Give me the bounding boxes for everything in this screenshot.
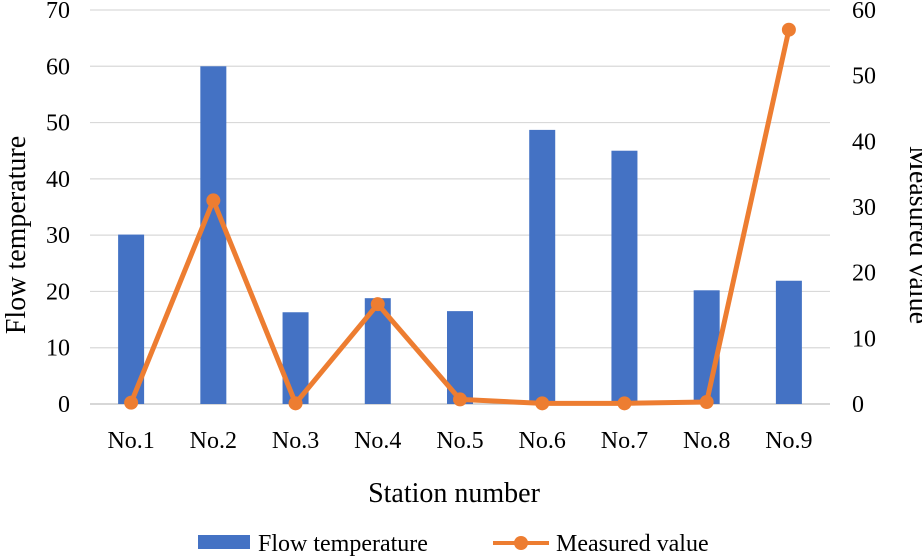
line-point xyxy=(206,193,221,208)
bar xyxy=(200,66,227,405)
legend-label-measured-value: Measured value xyxy=(556,531,709,557)
bar-series-flow-temperature xyxy=(118,66,802,405)
bar xyxy=(775,280,802,404)
y2-tick-label: 50 xyxy=(852,64,876,90)
line-point xyxy=(124,395,139,410)
y-tick-label: 70 xyxy=(46,0,70,24)
line-point xyxy=(617,396,632,411)
right-axis-ticks: 0 10 20 30 40 50 60 xyxy=(852,0,876,418)
line-point xyxy=(699,395,714,410)
line-point xyxy=(535,396,550,411)
line-point xyxy=(453,392,467,407)
y-tick-label: 30 xyxy=(46,223,70,249)
bar xyxy=(611,150,638,404)
line-series-measured-value xyxy=(124,22,796,411)
x-tick-label: No.9 xyxy=(765,428,812,454)
y2-tick-label: 10 xyxy=(852,326,876,352)
x-axis-title: Station number xyxy=(368,478,541,509)
y-tick-label: 40 xyxy=(46,167,70,193)
x-tick-label: No.6 xyxy=(519,428,566,454)
bar xyxy=(693,290,720,404)
legend: Flow temperature Measured value xyxy=(198,531,709,557)
y-axis-title: Flow temperature xyxy=(1,136,32,334)
line-point xyxy=(781,22,796,37)
x-tick-label: No.8 xyxy=(683,428,730,454)
x-tick-label: No.4 xyxy=(354,428,401,454)
y-tick-label: 10 xyxy=(46,336,70,362)
left-axis-ticks: 0 10 20 30 40 50 60 70 xyxy=(46,0,70,418)
y2-tick-label: 30 xyxy=(852,195,876,221)
x-tick-label: No.7 xyxy=(601,428,648,454)
line-point xyxy=(370,297,385,312)
bar xyxy=(529,129,556,405)
y-tick-label: 20 xyxy=(46,279,70,305)
y-tick-label: 60 xyxy=(46,54,70,80)
y2-tick-label: 40 xyxy=(852,129,876,155)
line-point xyxy=(288,396,303,411)
legend-label-flow-temperature: Flow temperature xyxy=(258,531,428,557)
legend-marker-measured-value xyxy=(514,536,528,550)
y2-tick-label: 20 xyxy=(852,261,876,287)
y2-axis-title: Measured value xyxy=(903,146,922,324)
x-axis-ticks: No.1 No.2 No.3 No.4 No.5 No.6 No.7 No.8 No.9 xyxy=(107,428,812,454)
x-tick-label: No.5 xyxy=(436,428,483,454)
y2-tick-label: 60 xyxy=(852,0,876,24)
y-tick-label: 50 xyxy=(46,111,70,137)
y2-tick-label: 0 xyxy=(852,392,864,418)
y-tick-label: 0 xyxy=(58,392,70,418)
bar xyxy=(282,312,309,404)
x-tick-label: No.1 xyxy=(107,428,154,454)
legend-swatch-flow-temperature xyxy=(198,535,250,549)
x-tick-label: No.3 xyxy=(272,428,319,454)
x-tick-label: No.2 xyxy=(190,428,237,454)
